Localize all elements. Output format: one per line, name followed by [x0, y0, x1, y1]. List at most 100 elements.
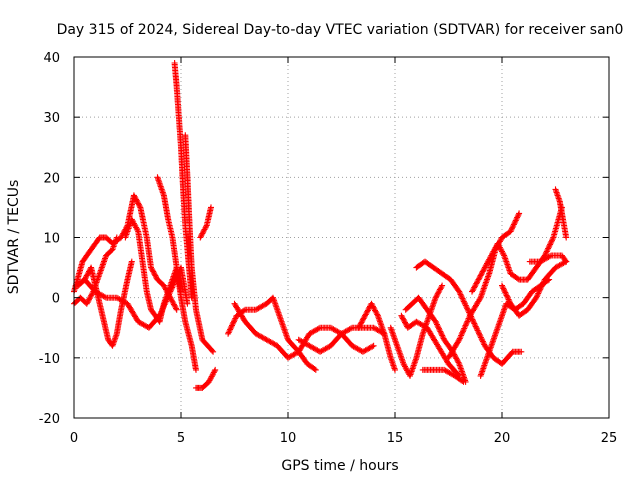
data-point: [472, 323, 479, 330]
axis-ticks: 0 5 10 15 20 25 -20 -10 0 10 20 30 40: [39, 51, 618, 446]
data-point: [193, 366, 199, 373]
data-point: [359, 318, 366, 325]
data-point: [129, 217, 136, 224]
data-point: [511, 220, 518, 227]
data-point: [458, 332, 465, 339]
data-point: [357, 320, 364, 327]
data-point: [359, 316, 366, 323]
data-point: [476, 273, 483, 280]
data-point: [370, 342, 377, 349]
data-point: [500, 285, 507, 292]
data-point: [459, 329, 466, 336]
data-point: [504, 295, 511, 302]
data-point: [549, 235, 556, 242]
data-point: [480, 267, 487, 274]
data-point: [355, 324, 362, 331]
data-point: [401, 318, 408, 325]
data-point: [458, 294, 465, 301]
data-point: [516, 210, 523, 217]
data-point: [540, 279, 547, 286]
data-point: [491, 247, 498, 254]
data-point: [456, 336, 463, 343]
data-point: [312, 366, 319, 373]
data-point: [150, 269, 157, 276]
data-point: [228, 323, 235, 330]
data-point: [150, 268, 157, 275]
data-point: [512, 217, 519, 224]
data-point: [365, 306, 372, 312]
data-point: [151, 271, 158, 278]
data-point: [374, 311, 381, 318]
data-point: [533, 294, 540, 301]
data-point: [462, 302, 469, 309]
data-point: [401, 362, 408, 369]
data-point: [392, 366, 398, 373]
data-point: [503, 291, 509, 297]
data-point: [537, 284, 544, 291]
data-point: [402, 364, 409, 371]
data-point: [473, 280, 480, 287]
data-point: [535, 290, 542, 297]
data-point: [464, 318, 471, 325]
series-arc14: [355, 300, 398, 373]
data-point: [198, 231, 205, 238]
data-point: [538, 283, 545, 290]
plot-frame: [73, 56, 610, 419]
data-point: [510, 221, 517, 228]
data-point: [160, 282, 167, 289]
data-point: [208, 204, 214, 211]
data-point: [133, 196, 140, 203]
data-point: [463, 303, 470, 310]
x-tick-label: 5: [177, 431, 185, 446]
data-point: [136, 203, 143, 210]
data-point: [130, 192, 137, 199]
data-point: [152, 272, 159, 279]
data-point: [460, 298, 467, 305]
data-point: [434, 321, 440, 328]
data-point: [456, 288, 463, 295]
data-point: [489, 251, 495, 258]
data-point: [172, 304, 179, 310]
data-point: [210, 370, 217, 377]
data-point: [225, 330, 232, 337]
data-point: [484, 260, 490, 267]
data-point: [231, 318, 237, 325]
data-point: [439, 332, 446, 339]
data-point: [454, 358, 461, 365]
data-point: [212, 366, 219, 373]
data-point: [544, 247, 551, 253]
data-point: [471, 320, 478, 327]
data-point: [84, 271, 91, 278]
data-point: [459, 378, 466, 384]
data-point: [474, 327, 481, 334]
data-point: [470, 286, 477, 292]
data-point: [134, 199, 141, 206]
data-point: [362, 311, 369, 318]
data-point: [481, 265, 488, 272]
data-point: [369, 303, 376, 310]
data-point: [460, 328, 466, 335]
data-point: [208, 373, 215, 380]
data-point: [496, 244, 503, 251]
series-arc25: [526, 252, 570, 265]
data-point: [455, 359, 462, 366]
series-arc23: [499, 258, 570, 319]
data-point: [209, 372, 216, 379]
data-point: [435, 324, 442, 331]
data-point: [515, 211, 522, 218]
series-arc24: [552, 186, 570, 241]
data-point: [456, 335, 463, 342]
data-point: [227, 326, 234, 333]
data-point: [545, 244, 552, 251]
data-point: [149, 267, 156, 274]
x-tick-label: 20: [494, 431, 511, 446]
data-point: [479, 338, 486, 345]
data-point: [459, 295, 466, 302]
data-point: [368, 300, 375, 307]
data-point: [471, 284, 478, 291]
data-point: [173, 306, 180, 313]
data-point: [458, 292, 465, 299]
data-point: [315, 325, 322, 332]
data-point: [539, 282, 546, 289]
data-point: [358, 319, 365, 326]
